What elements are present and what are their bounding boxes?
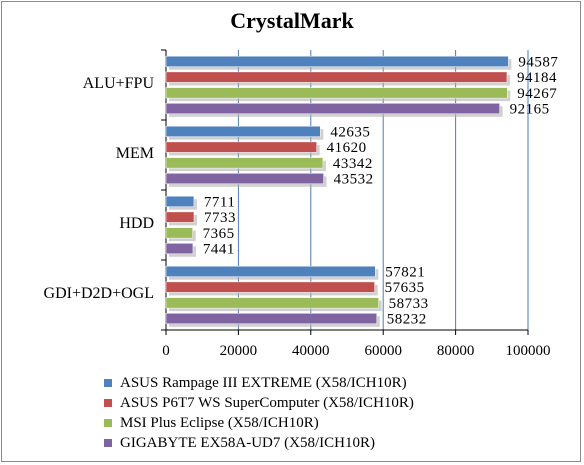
data-label: 41620: [327, 140, 367, 156]
data-label: 57821: [385, 264, 425, 280]
bar: [165, 55, 509, 67]
legend-item: MSI Plus Eclipse (X58/ICH10R): [104, 413, 414, 433]
data-label: 43342: [333, 156, 373, 172]
x-tick-label: 40000: [292, 343, 330, 359]
bar: [165, 243, 194, 255]
data-label: 42635: [330, 124, 370, 140]
data-label: 7365: [203, 226, 235, 242]
data-label: 58232: [387, 312, 427, 328]
data-label: 94587: [518, 54, 558, 70]
category-label: HDD: [119, 215, 154, 232]
bar: [165, 157, 324, 169]
bar: [165, 297, 379, 309]
legend-label: MSI Plus Eclipse (X58/ICH10R): [120, 415, 319, 431]
x-tick-label: 20000: [220, 343, 258, 359]
bar: [165, 265, 376, 277]
x-tick-label: 100000: [506, 343, 551, 359]
data-label: 94267: [517, 86, 557, 102]
data-label: 58733: [389, 296, 429, 312]
data-label: 7441: [203, 242, 235, 258]
bar: [165, 125, 321, 137]
data-label: 92165: [510, 102, 550, 118]
bar: [165, 227, 193, 239]
data-label: 7711: [204, 194, 235, 210]
legend-label: ASUS P6T7 WS SuperComputer (X58/ICH10R): [120, 395, 414, 411]
data-label: 7733: [204, 210, 236, 226]
chart-title: CrystalMark: [230, 8, 354, 33]
legend-swatch: [104, 439, 112, 447]
bar: [165, 87, 508, 99]
category-label: ALU+FPU: [82, 75, 154, 92]
data-label: 94184: [517, 70, 557, 86]
x-tick-label: 60000: [364, 343, 402, 359]
data-label: 57635: [385, 280, 425, 296]
legend-item: GIGABYTE EX58A-UD7 (X58/ICH10R): [104, 433, 414, 453]
x-tick-label: 80000: [437, 343, 475, 359]
legend-label: ASUS Rampage III EXTREME (X58/ICH10R): [120, 375, 407, 391]
legend-swatch: [104, 379, 112, 387]
bar: [165, 313, 378, 325]
x-tick-label: 0: [162, 343, 170, 359]
legend-item: ASUS Rampage III EXTREME (X58/ICH10R): [104, 373, 414, 393]
data-label: 43532: [334, 172, 374, 188]
category-label: MEM: [115, 145, 154, 162]
legend-swatch: [104, 419, 112, 427]
bar: [165, 281, 375, 293]
legend: ASUS Rampage III EXTREME (X58/ICH10R) ASU…: [104, 373, 414, 453]
bar: [165, 211, 195, 223]
legend-label: GIGABYTE EX58A-UD7 (X58/ICH10R): [120, 435, 375, 451]
bar: [165, 173, 324, 185]
legend-swatch: [104, 399, 112, 407]
bar: [165, 195, 195, 207]
bar: [165, 103, 500, 115]
category-label: GDI+D2D+OGL: [43, 285, 154, 302]
bar: [165, 71, 508, 83]
legend-item: ASUS P6T7 WS SuperComputer (X58/ICH10R): [104, 393, 414, 413]
bar: [165, 141, 317, 153]
